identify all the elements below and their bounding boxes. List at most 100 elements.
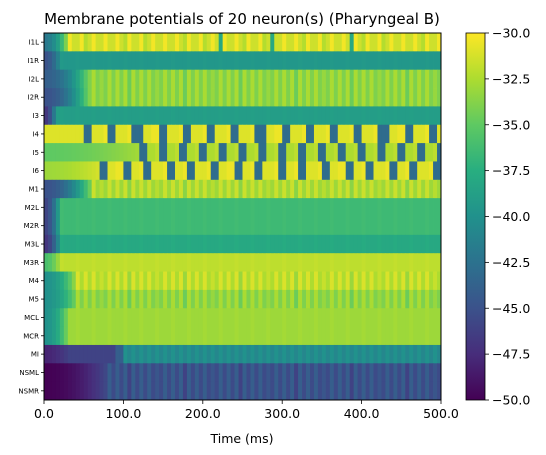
heatmap-cell <box>341 216 347 236</box>
heatmap-cell <box>123 363 128 383</box>
heatmap-cell <box>206 106 212 126</box>
heatmap-cell <box>270 124 275 144</box>
heatmap-cell <box>266 51 271 71</box>
heatmap-cell <box>182 198 188 217</box>
heatmap-cell <box>214 143 220 162</box>
heatmap-cell <box>298 381 303 401</box>
heatmap-cell <box>298 179 303 199</box>
heatmap-cell <box>51 344 57 364</box>
heatmap-cell <box>298 289 303 309</box>
heatmap-cell <box>151 179 156 199</box>
heatmap-cell <box>309 216 315 236</box>
heatmap-cell <box>127 198 132 217</box>
heatmap-cell <box>151 363 156 383</box>
heatmap-cell <box>381 289 386 309</box>
heatmap-cell <box>337 326 343 346</box>
heatmap-cell <box>405 198 410 217</box>
heatmap-cell <box>349 234 355 254</box>
heatmap-cell <box>377 326 382 346</box>
heatmap-cell <box>44 179 49 199</box>
heatmap-cell <box>178 344 184 364</box>
heatmap-cell <box>194 198 200 217</box>
heatmap-cell <box>294 289 299 309</box>
heatmap-cell <box>325 33 331 52</box>
heatmap-cell <box>345 143 351 162</box>
heatmap-cell <box>210 253 216 272</box>
heatmap-cell <box>99 326 104 346</box>
heatmap-cell <box>99 51 104 71</box>
heatmap-cell <box>258 234 263 254</box>
heatmap-cell <box>111 69 116 89</box>
heatmap-cell <box>421 289 426 309</box>
heatmap-cell <box>111 88 116 107</box>
heatmap-cell <box>421 69 426 89</box>
heatmap-cell <box>437 198 442 217</box>
heatmap-cell <box>194 88 200 107</box>
heatmap-cell <box>397 161 402 181</box>
heatmap-cell <box>262 381 267 401</box>
heatmap-cell <box>234 106 239 126</box>
heatmap-cell <box>270 88 275 107</box>
heatmap-cell <box>290 51 295 71</box>
heatmap-cell <box>302 271 307 291</box>
heatmap-cell <box>254 143 259 162</box>
heatmap-cell <box>270 234 275 254</box>
heatmap-cell <box>401 308 406 327</box>
heatmap-cell <box>246 161 251 181</box>
heatmap-cell <box>47 198 53 217</box>
heatmap-cell <box>357 51 362 71</box>
heatmap-cell <box>341 381 347 401</box>
heatmap-cell <box>123 198 128 217</box>
heatmap-cell <box>309 106 315 126</box>
heatmap-cell <box>409 271 414 291</box>
heatmap-cell <box>294 69 299 89</box>
heatmap-cell <box>59 88 65 107</box>
heatmap-cell <box>429 271 434 291</box>
heatmap-cell <box>135 161 140 181</box>
heatmap-cell <box>302 381 307 401</box>
heatmap-cell <box>226 326 231 346</box>
heatmap-cell <box>186 88 192 107</box>
heatmap-cell <box>385 253 390 272</box>
heatmap-cell <box>309 33 315 52</box>
heatmap-cell <box>365 161 370 181</box>
heatmap-cell <box>425 161 430 181</box>
heatmap-cell <box>123 51 128 71</box>
heatmap-cell <box>103 161 108 181</box>
heatmap-cell <box>377 106 382 126</box>
heatmap-cell <box>226 289 231 309</box>
heatmap-cell <box>226 234 231 254</box>
heatmap-cell <box>246 33 251 52</box>
heatmap-cell <box>167 271 172 291</box>
heatmap-cell <box>266 289 271 309</box>
heatmap-cell <box>242 51 247 71</box>
heatmap-cell <box>381 326 386 346</box>
heatmap-cell <box>115 326 120 346</box>
heatmap-cell <box>175 143 180 162</box>
heatmap-cell <box>91 33 97 52</box>
heatmap-cell <box>290 106 295 126</box>
heatmap-cell <box>115 124 120 144</box>
heatmap-cell <box>91 51 97 71</box>
heatmap-cell <box>95 179 100 199</box>
heatmap-cell <box>357 124 362 144</box>
heatmap-cell <box>79 216 85 236</box>
heatmap-cell <box>143 198 148 217</box>
heatmap-cell <box>127 363 132 383</box>
heatmap-cell <box>313 161 319 181</box>
heatmap-cell <box>44 198 49 217</box>
heatmap-cell <box>115 143 120 162</box>
heatmap-cell <box>385 161 390 181</box>
heatmap-cell <box>258 308 263 327</box>
heatmap-cell <box>95 326 100 346</box>
heatmap-cell <box>238 326 243 346</box>
heatmap-cell <box>437 51 442 71</box>
heatmap-cell <box>175 179 180 199</box>
heatmap-cell <box>290 271 295 291</box>
heatmap-cell <box>83 234 89 254</box>
heatmap-cell <box>210 33 216 52</box>
heatmap-cell <box>202 326 208 346</box>
heatmap-cell <box>369 198 374 217</box>
heatmap-cell <box>71 33 77 52</box>
heatmap-cell <box>190 381 196 401</box>
